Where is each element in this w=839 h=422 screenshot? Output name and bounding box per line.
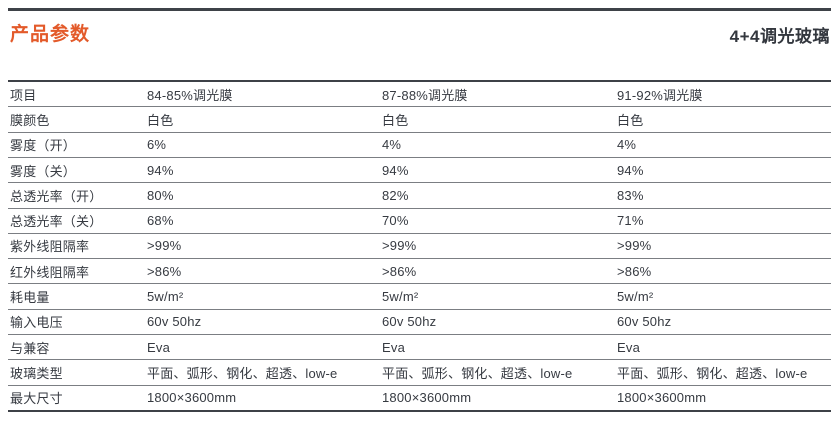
cell-value: 80% xyxy=(145,182,380,209)
cell-value: 4% xyxy=(615,132,831,158)
cell-value: >86% xyxy=(145,258,380,285)
row-label: 玻璃类型 xyxy=(8,359,145,386)
row-label: 总透光率（开） xyxy=(8,182,145,209)
cell-value: 5w/m² xyxy=(615,283,831,310)
table-header-row: 项目 84-85%调光膜 87-88%调光膜 91-92%调光膜 xyxy=(8,81,831,108)
cell-value: 白色 xyxy=(145,106,380,133)
cell-value: 70% xyxy=(380,208,615,234)
table-row: 与兼容 Eva Eva Eva xyxy=(8,334,831,361)
table-row: 总透光率（开） 80% 82% 83% xyxy=(8,182,831,209)
row-label: 总透光率（关） xyxy=(8,208,145,234)
table-row: 输入电压 60v 50hz 60v 50hz 60v 50hz xyxy=(8,309,831,335)
cell-value: 94% xyxy=(145,157,380,184)
row-label: 膜颜色 xyxy=(8,106,145,133)
cell-value: 94% xyxy=(615,157,831,184)
cell-value: 白色 xyxy=(380,106,615,133)
cell-value: 60v 50hz xyxy=(380,309,615,335)
table-row: 红外线阻隔率 >86% >86% >86% xyxy=(8,258,831,285)
row-label: 雾度（开） xyxy=(8,132,145,158)
top-divider xyxy=(8,8,831,11)
cell-value: 5w/m² xyxy=(380,283,615,310)
cell-value: 71% xyxy=(615,208,831,234)
cell-value: >99% xyxy=(615,233,831,260)
cell-value: 83% xyxy=(615,182,831,209)
cell-value: Eva xyxy=(380,334,615,361)
cell-value: 1800×3600mm xyxy=(147,390,237,406)
cell-value: 白色 xyxy=(615,106,831,133)
cell-value: >86% xyxy=(380,258,615,285)
table-row: 玻璃类型 平面、弧形、钢化、超透、low-e 平面、弧形、钢化、超透、low-e… xyxy=(8,359,831,386)
column-header: 84-85%调光膜 xyxy=(145,81,380,108)
cell-value: 1800×3600mm xyxy=(382,390,472,406)
column-header: 91-92%调光膜 xyxy=(615,81,831,108)
cell-value: 平面、弧形、钢化、超透、low-e xyxy=(145,359,380,386)
cell-value: 5w/m² xyxy=(145,283,380,310)
cell-value: 68% xyxy=(145,208,380,234)
cell-value: 平面、弧形、钢化、超透、low-e xyxy=(380,359,615,386)
spec-table: 项目 84-85%调光膜 87-88%调光膜 91-92%调光膜 膜颜色 白色 … xyxy=(8,80,831,412)
table-row: 雾度（开） 6% 4% 4% xyxy=(8,132,831,158)
cell-value: 6% xyxy=(145,132,380,158)
cell-value: 60v 50hz xyxy=(615,309,831,335)
cell-value: 1800×3600mm xyxy=(617,390,707,406)
row-label: 输入电压 xyxy=(8,309,145,335)
table-row: 最大尺寸 1800×3600mm 1800×3600mm 1800×3600mm xyxy=(8,385,831,411)
row-label: 耗电量 xyxy=(8,283,145,310)
cell-value: 60v 50hz xyxy=(145,309,380,335)
cell-value: Eva xyxy=(615,334,831,361)
table-row: 总透光率（关） 68% 70% 71% xyxy=(8,208,831,234)
cell-value: >99% xyxy=(380,233,615,260)
cell-value: >86% xyxy=(615,258,831,285)
table-row: 膜颜色 白色 白色 白色 xyxy=(8,106,831,133)
cell-value: 94% xyxy=(380,157,615,184)
cell-value: 82% xyxy=(380,182,615,209)
table-row: 耗电量 5w/m² 5w/m² 5w/m² xyxy=(8,283,831,310)
row-label: 最大尺寸 xyxy=(10,391,63,407)
row-label: 红外线阻隔率 xyxy=(8,258,145,285)
cell-value: Eva xyxy=(145,334,380,361)
row-label: 紫外线阻隔率 xyxy=(8,233,145,260)
column-header: 项目 xyxy=(8,81,145,108)
cell-value: >99% xyxy=(145,233,380,260)
product-name: 4+4调光玻璃 xyxy=(729,27,830,46)
row-label: 雾度（关） xyxy=(8,157,145,184)
cell-value: 平面、弧形、钢化、超透、low-e xyxy=(615,359,831,386)
row-label: 与兼容 xyxy=(8,334,145,361)
table-row: 紫外线阻隔率 >99% >99% >99% xyxy=(8,233,831,260)
column-header: 87-88%调光膜 xyxy=(380,81,615,108)
cell-value: 4% xyxy=(380,132,615,158)
table-row: 雾度（关） 94% 94% 94% xyxy=(8,157,831,184)
page-title: 产品参数 xyxy=(10,24,91,45)
